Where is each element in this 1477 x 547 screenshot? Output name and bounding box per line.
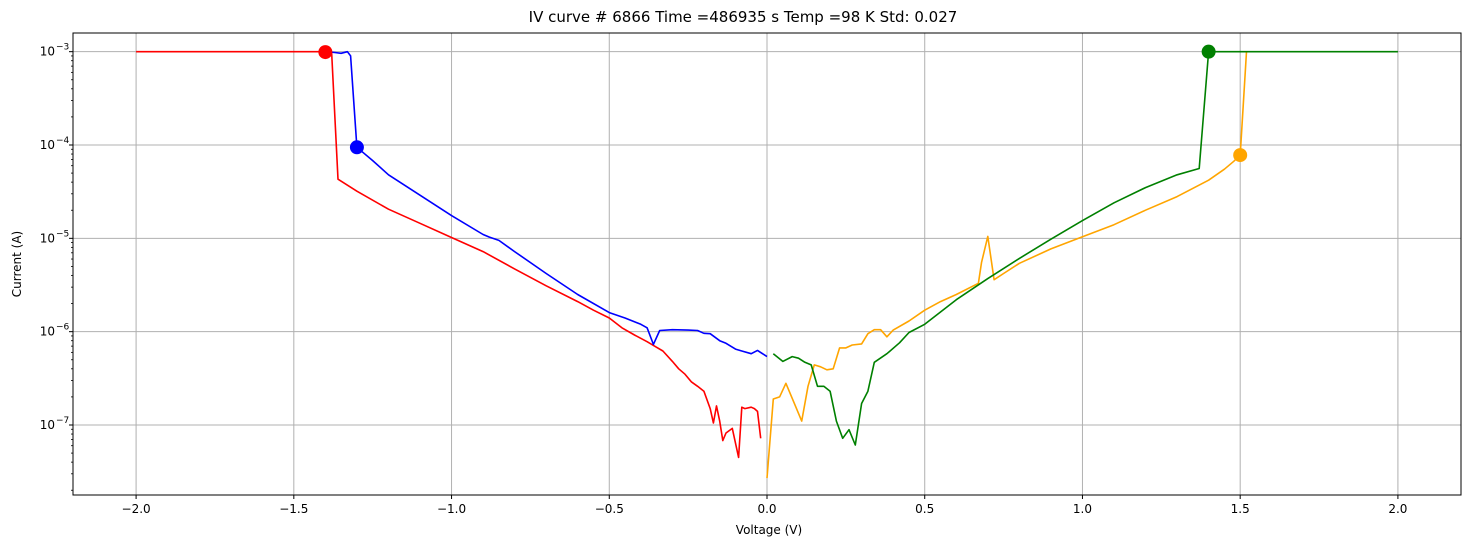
x-tick-label: 1.5 — [1231, 502, 1250, 516]
series-line-3 — [772, 50, 1398, 446]
chart-title: IV curve # 6866 Time =486935 s Temp =98 … — [529, 8, 958, 26]
series-line-2 — [766, 51, 1248, 479]
series-line-1 — [325, 50, 768, 358]
marker-point-3 — [1233, 148, 1248, 163]
y-tick-exponent: −4 — [56, 136, 70, 146]
x-tick-label: 0.0 — [757, 502, 776, 516]
y-axis-label: Current (A) — [10, 231, 24, 297]
y-axis-ticks: 10−310−410−510−610−7 — [40, 43, 73, 491]
x-tick-label: −1.0 — [437, 502, 466, 516]
x-tick-label: −2.0 — [122, 502, 151, 516]
y-tick-label: 10 — [40, 138, 55, 152]
y-tick-label: 10 — [40, 325, 55, 339]
y-tick-label: 10 — [40, 418, 55, 432]
marker-point-0 — [318, 45, 333, 60]
x-tick-label: 1.0 — [1073, 502, 1092, 516]
series-line-0 — [136, 50, 762, 459]
marker-point-1 — [349, 140, 364, 155]
x-axis-ticks: −2.0 −1.5 −1.0 −0.5 0.0 0.5 1.0 1.5 2.0 — [122, 495, 1407, 516]
y-tick-exponent: −5 — [56, 229, 69, 239]
x-tick-label: 0.5 — [915, 502, 934, 516]
x-tick-label: 2.0 — [1388, 502, 1407, 516]
y-tick-label: 10 — [40, 231, 55, 245]
marker-layer — [318, 44, 1248, 163]
x-axis-label: Voltage (V) — [736, 523, 802, 537]
y-tick-exponent: −6 — [56, 323, 70, 333]
grid — [73, 33, 1461, 495]
x-tick-label: −0.5 — [595, 502, 624, 516]
marker-point-2 — [1201, 44, 1216, 59]
y-tick-exponent: −7 — [56, 416, 69, 426]
y-tick-exponent: −3 — [56, 43, 69, 53]
x-tick-label: −1.5 — [279, 502, 308, 516]
y-tick-label: 10 — [40, 45, 55, 59]
